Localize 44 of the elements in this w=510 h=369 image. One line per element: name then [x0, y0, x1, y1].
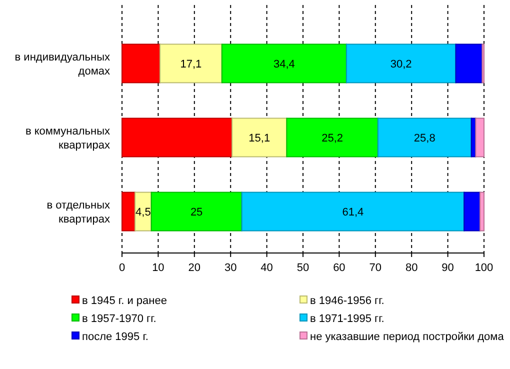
x-tick-label: 0 — [118, 262, 126, 274]
data-label: 17,1 — [180, 58, 202, 70]
x-tick-label: 90 — [442, 262, 454, 274]
data-label: 25,2 — [322, 132, 344, 144]
bar — [480, 192, 484, 232]
bar — [475, 118, 484, 158]
bar — [122, 192, 136, 232]
x-tick-label: 60 — [333, 262, 346, 274]
legend-label: в 1946-1956 гг. — [310, 294, 384, 307]
x-tick-label: 80 — [405, 262, 418, 274]
y-tick-label: в коммунальных квартирах — [25, 125, 110, 152]
legend-label: в 1971-1995 гг. — [310, 312, 384, 325]
data-label: 15,1 — [248, 132, 270, 144]
x-tick-label: 40 — [260, 262, 273, 274]
bar — [122, 44, 161, 84]
legend-label: в 1957-1970 гг. — [82, 312, 156, 325]
bar — [150, 192, 242, 232]
bar — [377, 118, 472, 158]
bar — [464, 192, 481, 232]
bar — [286, 118, 378, 158]
x-tick-label: 50 — [296, 262, 310, 274]
data-label: 25,8 — [414, 132, 436, 144]
legend-label: не указавшие период постройки дома — [310, 330, 505, 343]
bar — [160, 44, 222, 84]
legend-label: в 1945 г. и ранее — [82, 294, 167, 307]
data-label: 34,4 — [273, 58, 295, 70]
x-tick-label: 20 — [188, 262, 201, 274]
bar — [122, 118, 233, 158]
bar — [232, 118, 288, 158]
x-tick-label: 30 — [224, 262, 237, 274]
legend-label: после 1995 г. — [82, 330, 148, 343]
bar — [241, 192, 465, 232]
x-tick-label: 70 — [369, 262, 382, 274]
x-tick-label: 10 — [152, 262, 164, 274]
data-label: 4,5 — [136, 206, 151, 218]
data-label: 25 — [190, 206, 203, 218]
bar — [221, 44, 347, 84]
bar — [346, 44, 456, 84]
y-tick-label: в отдельных квартирах — [46, 199, 110, 226]
x-tick-label: 100 — [474, 262, 494, 274]
data-label: 30,2 — [390, 58, 412, 70]
y-tick-label: в индивидуальных домах — [14, 51, 110, 78]
bar — [455, 44, 483, 84]
data-label: 61,4 — [342, 206, 364, 218]
